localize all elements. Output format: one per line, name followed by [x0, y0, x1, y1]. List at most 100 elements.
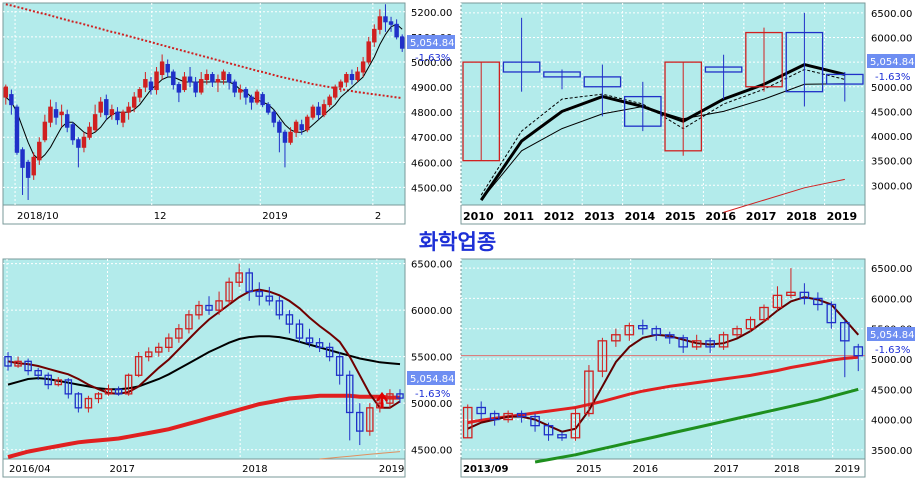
candle: [144, 347, 153, 362]
candle: [171, 69, 176, 90]
candle: [84, 395, 93, 413]
candle: [853, 343, 864, 372]
candle-body: [14, 360, 22, 367]
candle-body: [325, 346, 334, 358]
candle: [637, 319, 648, 335]
candle: [310, 104, 316, 120]
candle-body: [489, 412, 500, 421]
candle: [332, 84, 338, 100]
y-tick-label: 4500.00: [871, 107, 912, 118]
candle-body: [74, 393, 83, 409]
candle-body: [254, 91, 260, 103]
y-tick-label: 5500.00: [411, 353, 452, 364]
candle: [31, 152, 36, 180]
candle: [623, 81, 662, 132]
moving-average-ma-red: [467, 355, 859, 425]
candle-body: [786, 291, 796, 297]
candle: [148, 77, 154, 95]
moving-average-ma-dashed: [480, 68, 845, 196]
candle: [3, 84, 9, 105]
candle-body: [825, 73, 864, 85]
x-tick-label: 2016: [633, 464, 658, 475]
candle: [175, 324, 183, 343]
candle: [825, 71, 864, 102]
candle: [265, 286, 274, 306]
candle-body: [355, 71, 360, 81]
candle: [366, 36, 371, 65]
y-tick-label: 6000.00: [871, 33, 912, 44]
candle-body: [59, 111, 64, 116]
candle: [316, 102, 321, 120]
candle: [399, 34, 405, 52]
last-value-box: [407, 371, 455, 385]
candle: [570, 407, 581, 441]
candle-body: [282, 131, 288, 143]
candle-body: [759, 306, 769, 321]
x-tick-label: 2016/04: [9, 464, 51, 475]
candle-body: [503, 412, 513, 421]
candle-body: [476, 406, 487, 415]
candle-body: [502, 61, 541, 73]
candle: [335, 352, 344, 385]
candle: [813, 292, 823, 311]
candle: [839, 319, 850, 378]
candle-body: [293, 121, 299, 133]
candle-body: [295, 323, 304, 339]
y-tick-label: 4500.00: [411, 446, 452, 457]
candle-body: [20, 149, 25, 168]
change-percent: -1.63%: [415, 389, 450, 400]
candle: [285, 310, 294, 334]
candle-body: [345, 374, 354, 414]
y-tick-label: 5000.00: [411, 399, 452, 410]
candle-body: [31, 156, 36, 176]
candle: [356, 403, 364, 446]
candle-body: [115, 111, 120, 121]
moving-average-ma-red: [7, 393, 400, 460]
candle: [155, 342, 163, 357]
x-axis-strip: [2, 458, 406, 478]
moving-average-ma-long: [723, 178, 845, 213]
candle-body: [377, 16, 383, 30]
candle: [305, 328, 314, 348]
candle-body: [54, 379, 63, 386]
weekly-chart-svg: 6500.00 6000.00 5500.00 5000.00 4500.00 2016/…: [2, 258, 455, 478]
candle: [25, 159, 31, 200]
candle-body: [271, 111, 277, 123]
candle: [94, 392, 103, 404]
candle-body: [14, 106, 20, 153]
candle: [611, 328, 621, 347]
candle: [557, 431, 567, 441]
candle-body: [383, 16, 388, 23]
candle-body: [321, 104, 327, 116]
candle-body: [255, 290, 264, 297]
candle-body: [839, 321, 850, 342]
candle: [198, 72, 204, 95]
candle: [187, 66, 193, 88]
candle: [366, 403, 374, 436]
plot-area: [2, 2, 406, 206]
candle: [664, 61, 703, 156]
candle-body: [718, 334, 729, 348]
candle-body: [826, 303, 837, 324]
candle-body: [243, 89, 249, 98]
candle: [254, 89, 260, 105]
candle: [543, 422, 554, 441]
candle: [205, 296, 213, 315]
candle-body: [275, 300, 284, 316]
candle: [275, 296, 284, 320]
candle: [226, 72, 232, 90]
candle-body: [120, 111, 126, 123]
candle: [215, 291, 223, 315]
moving-average-ma-black: [7, 335, 401, 391]
candle-body: [204, 74, 210, 81]
candle-body: [623, 95, 662, 127]
candle: [137, 87, 143, 103]
candle: [185, 310, 193, 334]
candle-body: [165, 63, 170, 73]
x-tick-label: 2018: [774, 464, 799, 475]
candle-body: [543, 71, 581, 78]
candle-body: [53, 109, 59, 118]
x-tick-label: 2017: [110, 464, 135, 475]
candle: [584, 365, 594, 417]
candle: [74, 392, 83, 413]
